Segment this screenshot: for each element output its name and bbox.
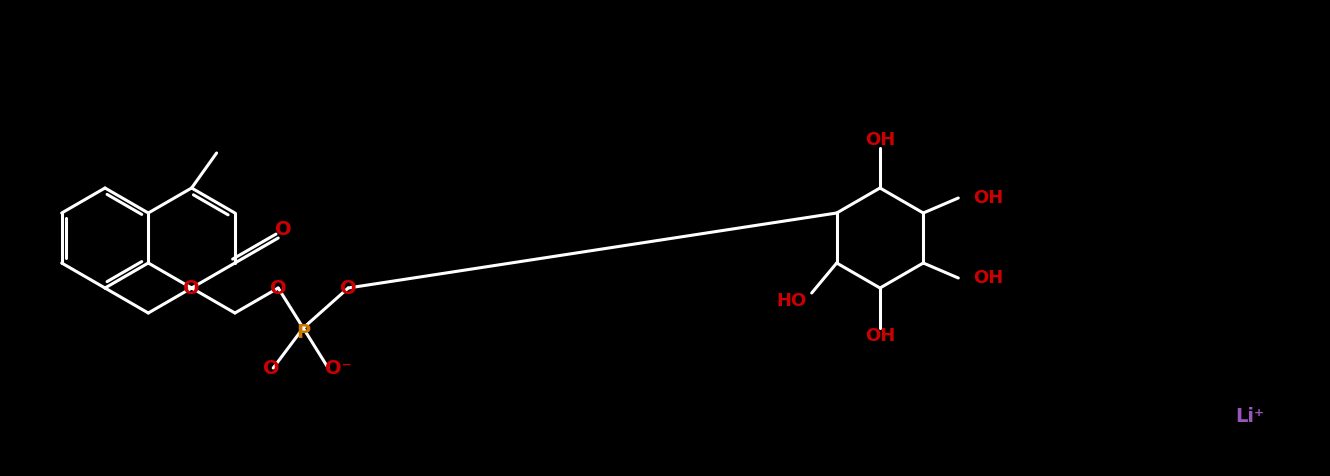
Text: O: O bbox=[340, 278, 356, 298]
Text: OH: OH bbox=[864, 131, 895, 149]
Text: O: O bbox=[275, 220, 291, 239]
Text: O: O bbox=[263, 358, 279, 377]
Text: HO: HO bbox=[777, 292, 807, 310]
Text: Li⁺: Li⁺ bbox=[1236, 407, 1265, 426]
Text: OH: OH bbox=[974, 189, 1004, 207]
Text: O⁻: O⁻ bbox=[325, 358, 351, 377]
Text: O: O bbox=[270, 278, 286, 298]
Text: P: P bbox=[297, 324, 310, 343]
Text: OH: OH bbox=[864, 327, 895, 345]
Text: OH: OH bbox=[974, 269, 1004, 287]
Text: O: O bbox=[184, 278, 200, 298]
